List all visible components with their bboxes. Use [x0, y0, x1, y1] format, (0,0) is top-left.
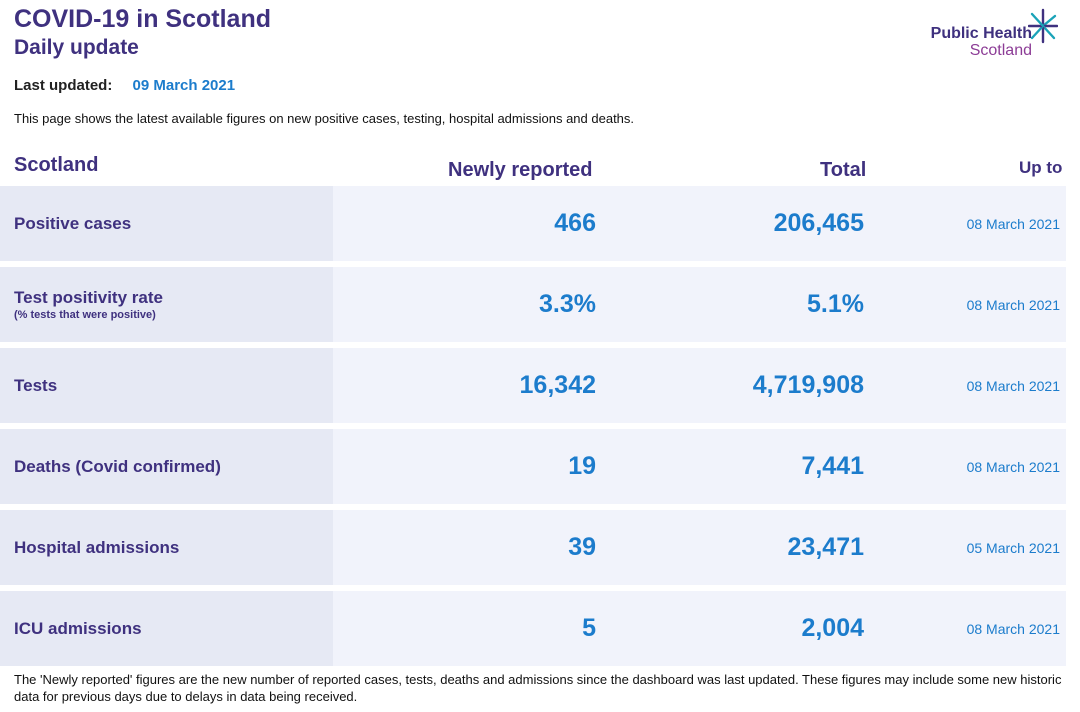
- up-to-date: 08 March 2021: [966, 296, 1060, 313]
- total-value: 206,465: [773, 209, 864, 237]
- page-subtitle: Daily update: [14, 36, 139, 59]
- row-label-cell: ICU admissions: [0, 591, 333, 666]
- column-header-up-to: Up to: [1019, 158, 1063, 177]
- last-updated-label: Last updated:: [14, 77, 113, 94]
- row-label: Test positivity rate: [14, 287, 163, 307]
- up-to-date: 08 March 2021: [966, 215, 1060, 232]
- table-row: Deaths (Covid confirmed) 19 7,441 08 Mar…: [0, 429, 1066, 504]
- up-to-date: 05 March 2021: [966, 539, 1060, 556]
- table-row: ICU admissions 5 2,004 08 March 2021: [0, 591, 1066, 666]
- up-to-date: 08 March 2021: [966, 620, 1060, 637]
- total-value: 5.1%: [807, 290, 864, 318]
- column-header-newly-reported: Newly reported: [448, 159, 593, 181]
- table-row: Hospital admissions 39 23,471 05 March 2…: [0, 510, 1066, 585]
- up-to-date: 08 March 2021: [966, 377, 1060, 394]
- page-title: COVID-19 in Scotland: [14, 5, 271, 33]
- total-value: 2,004: [801, 614, 864, 642]
- footnote: The 'Newly reported' figures are the new…: [14, 672, 1062, 704]
- last-updated-date: 09 March 2021: [132, 77, 236, 94]
- row-label: Tests: [14, 375, 58, 395]
- total-value: 23,471: [787, 533, 864, 561]
- newly-reported-value: 19: [568, 452, 596, 480]
- row-sublabel: (% tests that were positive): [14, 308, 156, 321]
- intro-text: This page shows the latest available fig…: [14, 111, 635, 126]
- row-label: Hospital admissions: [14, 537, 180, 557]
- row-label: ICU admissions: [14, 618, 142, 638]
- row-label-cell: Tests: [0, 348, 333, 423]
- up-to-date: 08 March 2021: [966, 458, 1060, 475]
- table-row: Test positivity rate (% tests that were …: [0, 267, 1066, 342]
- phs-logo: Public Health Scotland: [912, 8, 1072, 64]
- newly-reported-value: 3.3%: [539, 290, 596, 318]
- newly-reported-value: 16,342: [519, 371, 596, 399]
- newly-reported-value: 5: [582, 614, 596, 642]
- last-updated: Last updated: 09 March 2021: [14, 76, 235, 96]
- figures-table: Positive cases 466 206,465 08 March 2021…: [0, 186, 1066, 672]
- total-value: 4,719,908: [752, 371, 864, 399]
- newly-reported-value: 466: [554, 209, 596, 237]
- row-label: Deaths (Covid confirmed): [14, 456, 221, 476]
- logo-text-line2: Scotland: [969, 42, 1032, 59]
- logo-text-line1: Public Health: [930, 25, 1032, 42]
- row-label-cell: Hospital admissions: [0, 510, 333, 585]
- table-row: Positive cases 466 206,465 08 March 2021: [0, 186, 1066, 261]
- table-row: Tests 16,342 4,719,908 08 March 2021: [0, 348, 1066, 423]
- column-header-total: Total: [820, 159, 867, 181]
- row-label-cell: Deaths (Covid confirmed): [0, 429, 333, 504]
- star-burst-icon: [1028, 8, 1058, 44]
- newly-reported-value: 39: [568, 533, 596, 561]
- total-value: 7,441: [801, 452, 864, 480]
- row-label-cell: Test positivity rate (% tests that were …: [0, 267, 333, 342]
- row-label-cell: Positive cases: [0, 186, 333, 261]
- row-label: Positive cases: [14, 213, 132, 233]
- column-header-region: Scotland: [14, 154, 99, 176]
